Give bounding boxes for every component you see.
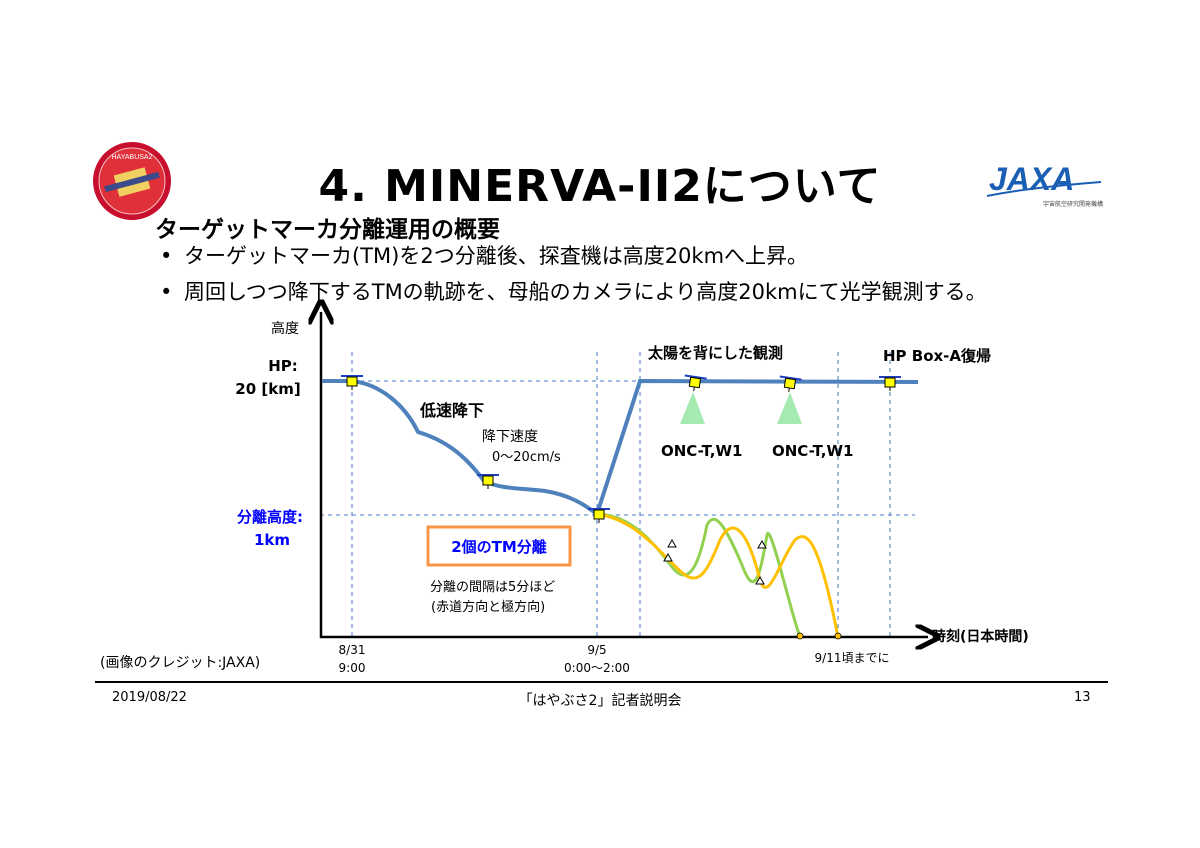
- separation-callout-label: 2個のTM分離: [451, 538, 547, 556]
- hayabusa2-logo: HAYABUSA2: [92, 141, 172, 221]
- time-tick-label: 9/11頃までに: [815, 651, 890, 665]
- descent-rate-value: 0〜20cm/s: [492, 450, 561, 465]
- footer-divider: [95, 681, 1108, 683]
- jaxa-logo: JAXA 宇宙航空研究開発機構: [985, 158, 1103, 214]
- separation-direction-note: (赤道方向と極方向): [431, 599, 545, 615]
- spacecraft-icon: [879, 376, 901, 391]
- target-marker: [755, 575, 765, 585]
- tm-end-points: [796, 632, 842, 640]
- slow-descent-label: 低速降下: [419, 401, 484, 420]
- page-number: 13: [1074, 690, 1091, 705]
- separation-interval-note: 分離の間隔は5分ほど: [430, 580, 555, 595]
- footer-date: 2019/08/22: [112, 690, 187, 705]
- time-tick-label: 0:00〜2:00: [564, 661, 630, 675]
- target-marker: [667, 538, 677, 548]
- image-credit: (画像のクレジット:JAXA): [100, 655, 261, 671]
- camera-label-2: ONC-T,W1: [772, 442, 853, 460]
- bullet-dot: •: [160, 280, 173, 304]
- sun-observation-label: 太陽を背にした観測: [648, 344, 783, 362]
- time-tick-label: 9:00: [339, 661, 366, 675]
- spacecraft-icon: [588, 508, 610, 523]
- guide-lines: [320, 352, 915, 636]
- bullet-text: ターゲットマーカ(TM)を2つ分離後、探査機は高度20kmへ上昇。: [184, 244, 809, 268]
- separation-callout-box: [426, 525, 572, 567]
- separation-altitude-label: 分離高度:: [237, 508, 303, 526]
- spacecraft-icon: [779, 375, 802, 392]
- x-axis-label: 時刻(日本時間): [932, 628, 1029, 645]
- slide-title: 4. MINERVA-II2について: [318, 161, 882, 212]
- tm-trajectory-orange: [596, 512, 840, 638]
- target-marker-points: [663, 538, 767, 585]
- bullet-item: • ターゲットマーカ(TM)を2つ分離後、探査機は高度20kmへ上昇。: [160, 240, 808, 270]
- y-axis-label: 高度: [271, 320, 299, 337]
- target-marker: [663, 552, 673, 562]
- spacecraft-icon: [341, 375, 363, 390]
- hp-label: HP:: [268, 357, 298, 375]
- camera-view-cone: [680, 392, 705, 424]
- camera-label-1: ONC-T,W1: [661, 442, 742, 460]
- spacecraft-trajectory: [322, 378, 919, 518]
- target-marker: [757, 539, 767, 549]
- footer-event: 「はやぶさ2」記者説明会: [518, 693, 682, 709]
- hayabusa-logo-text: HAYABUSA2: [112, 154, 153, 161]
- spacecraft-icon: [477, 474, 499, 489]
- time-tick-label: 9/5: [587, 643, 606, 657]
- slide-subtitle: ターゲットマーカ分離運用の概要: [155, 217, 500, 243]
- hp-altitude-label: 20 [km]: [235, 380, 300, 398]
- time-tick-label: 8/31: [339, 643, 366, 657]
- separation-altitude-value: 1km: [254, 531, 290, 549]
- tm-end-point: [796, 632, 804, 640]
- descent-rate-label: 降下速度: [482, 429, 538, 445]
- tm-end-point: [834, 632, 842, 640]
- hp-return-label: HP Box-A復帰: [883, 347, 991, 365]
- bullet-dot: •: [160, 244, 173, 268]
- spacecraft-icon: [684, 374, 707, 391]
- tm-trajectory-green: [596, 512, 802, 638]
- camera-view-cone: [777, 392, 802, 424]
- spacecraft-icons: [341, 374, 901, 523]
- jaxa-logo-text: JAXA: [989, 161, 1074, 197]
- jaxa-logo-subtext: 宇宙航空研究開発機構: [1043, 200, 1103, 208]
